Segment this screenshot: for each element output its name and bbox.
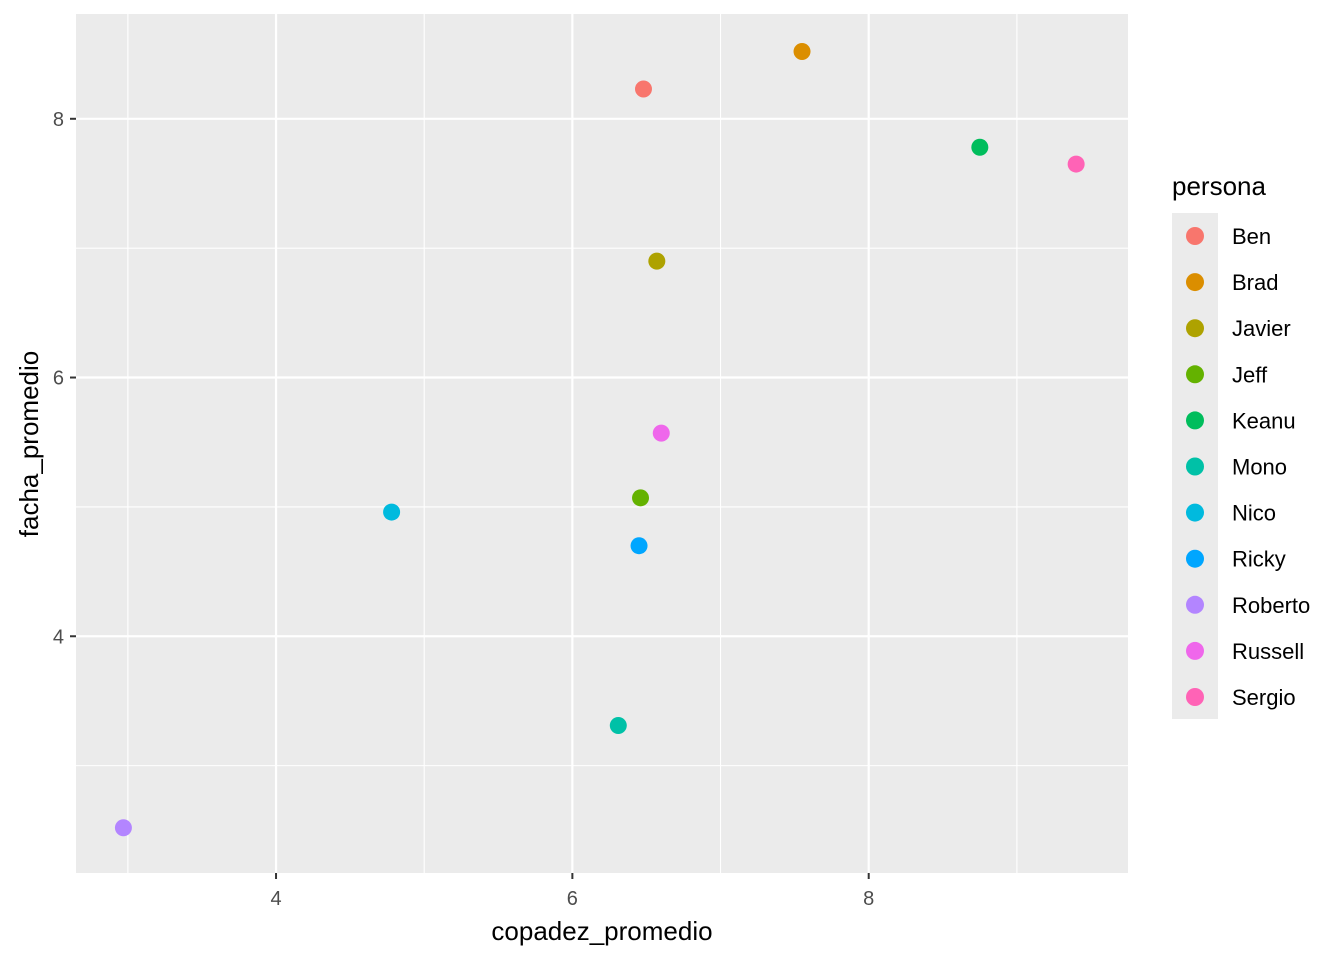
x-axis: 4 6 8: [270, 873, 874, 910]
data-point-ricky: [630, 537, 648, 555]
legend-key-roberto: [1186, 595, 1204, 614]
data-point-nico: [383, 503, 401, 521]
x-tick-label: 6: [567, 888, 578, 910]
data-point-keanu: [971, 138, 989, 156]
legend-key-mono: [1186, 457, 1204, 476]
minor-gridlines: [76, 14, 1128, 873]
data-point-roberto: [114, 819, 132, 837]
legend-label-jeff: Jeff: [1232, 362, 1268, 387]
legend: persona Ben Brad Javier Jeff Keanu Mono Nico Ri…: [1172, 171, 1310, 719]
y-tick-label: 8: [53, 109, 64, 131]
data-point-ben: [634, 80, 652, 98]
y-axis: 4 6 8: [53, 109, 76, 648]
data-point-sergio: [1067, 155, 1085, 173]
legend-key-jeff: [1186, 365, 1204, 384]
data-point-javier: [648, 252, 666, 270]
data-point-mono: [609, 717, 627, 735]
legend-label-roberto: Roberto: [1232, 593, 1310, 618]
legend-key-javier: [1186, 319, 1204, 338]
y-tick-label: 6: [53, 368, 64, 390]
y-axis-title: facha_promedio: [14, 351, 44, 537]
legend-title: persona: [1172, 171, 1266, 201]
x-tick-label: 4: [270, 888, 281, 910]
y-tick-label: 4: [53, 626, 64, 648]
major-gridlines: [76, 14, 1128, 873]
legend-key-ben: [1186, 227, 1204, 245]
legend-label-nico: Nico: [1232, 501, 1276, 526]
legend-key-russell: [1186, 641, 1204, 660]
legend-key-brad: [1186, 273, 1204, 292]
legend-label-sergio: Sergio: [1232, 685, 1296, 710]
x-axis-title: copadez_promedio: [491, 916, 712, 946]
legend-key-sergio: [1186, 688, 1204, 706]
data-points: [114, 43, 1085, 837]
data-point-jeff: [632, 489, 650, 507]
legend-label-mono: Mono: [1232, 455, 1287, 480]
legend-label-brad: Brad: [1232, 270, 1278, 295]
legend-label-russell: Russell: [1232, 639, 1304, 664]
data-point-brad: [793, 43, 811, 61]
legend-key-keanu: [1186, 411, 1204, 430]
x-tick-label: 8: [863, 888, 874, 910]
legend-key-nico: [1186, 503, 1204, 522]
plot-panel: [76, 14, 1128, 873]
legend-label-javier: Javier: [1232, 316, 1291, 341]
legend-key-ricky: [1186, 549, 1204, 568]
legend-label-ben: Ben: [1232, 224, 1271, 249]
legend-label-ricky: Ricky: [1232, 547, 1286, 572]
legend-label-keanu: Keanu: [1232, 408, 1296, 433]
data-point-russell: [652, 424, 670, 442]
